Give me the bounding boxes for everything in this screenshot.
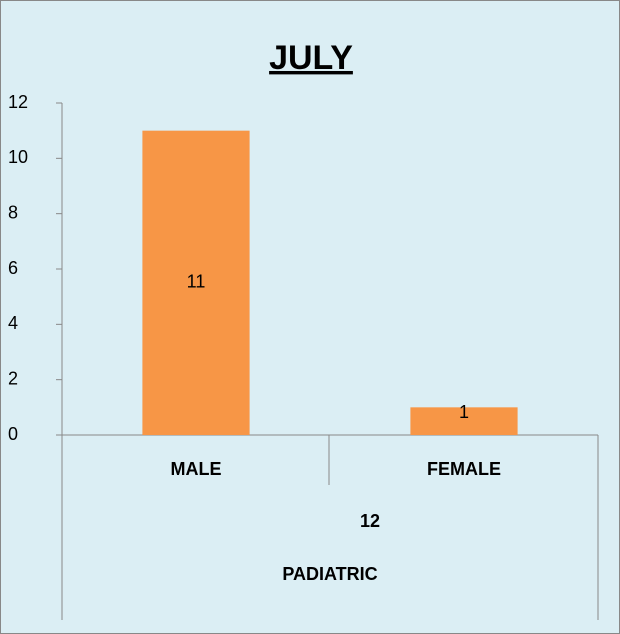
bar <box>410 407 518 435</box>
x-tick-label: MALE <box>171 459 222 479</box>
y-tick-label: 0 <box>8 424 18 444</box>
data-label: 1 <box>459 402 469 422</box>
y-tick-label: 10 <box>8 147 28 167</box>
chart-title: JULY <box>269 39 353 77</box>
x-tick-label: FEMALE <box>427 459 501 479</box>
group-label: 12 <box>360 511 380 531</box>
bar <box>142 130 250 435</box>
y-tick-label: 2 <box>8 368 18 388</box>
group-label: PADIATRIC <box>282 564 377 584</box>
y-tick-label: 12 <box>8 92 28 112</box>
y-tick-label: 4 <box>8 313 18 333</box>
y-tick-label: 8 <box>8 202 18 222</box>
y-tick-label: 6 <box>8 258 18 278</box>
data-label: 11 <box>187 272 206 292</box>
